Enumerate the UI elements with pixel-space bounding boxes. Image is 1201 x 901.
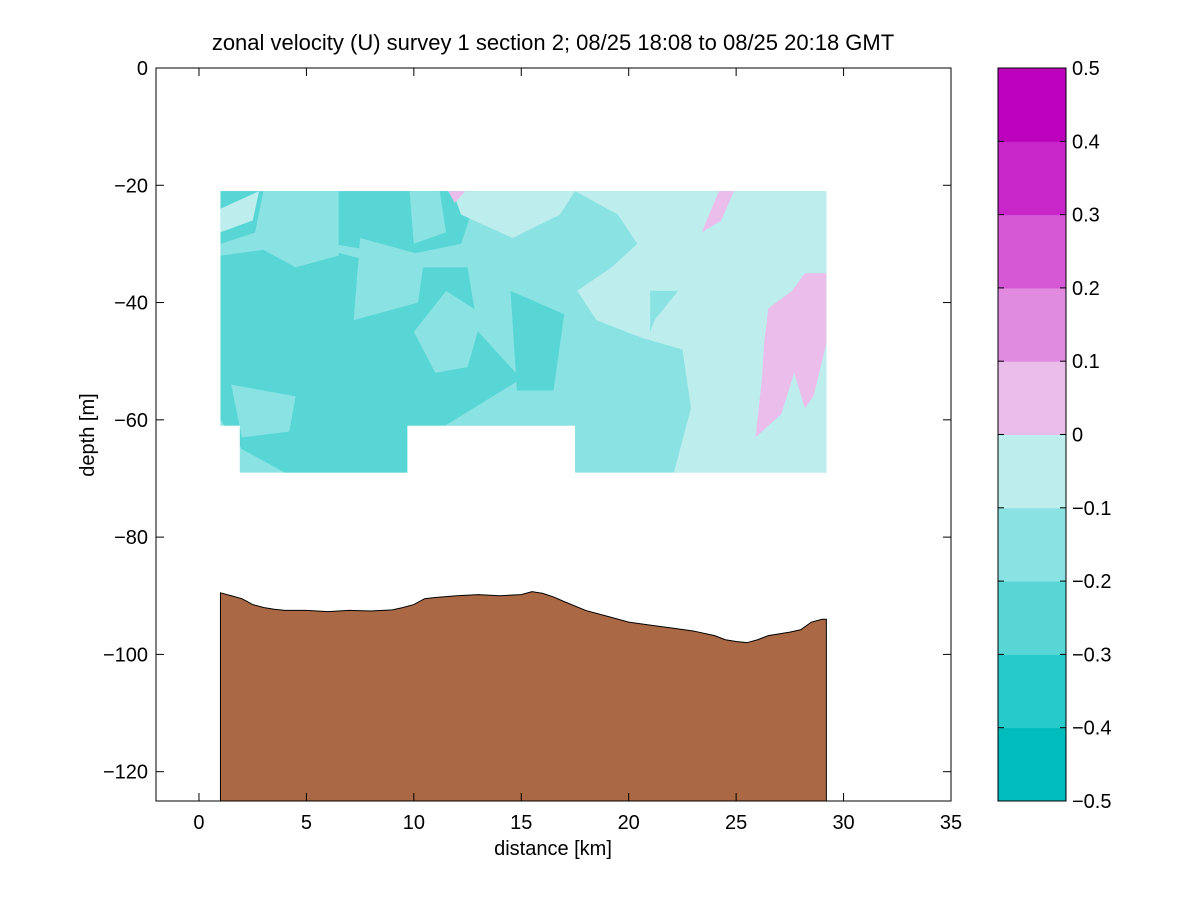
colorbar-band [998,581,1066,655]
plot-frame [155,67,952,802]
contour-patch [701,191,734,233]
x-tick-label: 15 [510,812,532,834]
plot-area: 0 5 10 15 20 25 30 35 0 −20 −40 −60 −80 −100 −120 [103,58,962,834]
x-axis-label: distance [km] [494,838,612,860]
no-data-gap [407,425,575,474]
contour-patch [755,273,827,438]
colorbar-bands [998,68,1066,802]
colorbar-band [998,287,1066,362]
colorbar-tick-label: 0.1 [1072,351,1100,373]
colorbar-band [998,507,1066,582]
contour-patch [409,191,447,244]
y-tick-label: −20 [114,175,148,197]
colorbar-band [998,654,1066,729]
y-tick-label: −100 [103,644,148,666]
y-tick-label: 0 [137,58,148,80]
y-tick-label: −80 [114,527,148,549]
colorbar-band [998,434,1066,509]
colorbar-tick-label: 0.4 [1072,131,1100,153]
contour-patch [252,191,339,268]
colorbar-tick-label: −0.2 [1072,571,1111,593]
x-tick-label: 25 [725,812,747,834]
bathymetry-layer [219,591,827,802]
x-tick-label: 10 [403,812,425,834]
colorbar-band [998,361,1066,435]
colorbar-band [998,214,1066,289]
y-axis-ticks: 0 −20 −40 −60 −80 −100 −120 [103,58,951,784]
contour-patch [650,290,679,332]
contour-patch [353,238,425,321]
contour-patch [413,290,483,373]
colorbar-tick-label: −0.3 [1072,644,1111,666]
chart-title: zonal velocity (U) survey 1 section 2; 0… [212,30,894,55]
colorbar-band [998,68,1066,142]
contour-patch [448,191,466,203]
x-axis-ticks: 0 5 10 15 20 25 30 35 [193,68,962,834]
colorbar-tick-label: 0.5 [1072,58,1100,80]
colorbar-ticks: 0.5 0.4 0.3 0.2 0.1 0 −0.1 −0.2 −0.3 −0.4 −0.5 [998,58,1111,813]
y-tick-label: −60 [114,410,148,432]
seafloor [219,591,827,802]
x-tick-label: 35 [940,812,962,834]
y-axis-label: depth [m] [77,393,99,476]
contour-patch [231,384,296,438]
contour-patch [220,191,260,233]
colorbar-tick-label: −0.1 [1072,498,1111,520]
contour-patch [510,290,565,391]
x-tick-label: 20 [618,812,640,834]
colorbar-tick-label: 0.3 [1072,205,1100,227]
x-tick-label: 30 [832,812,854,834]
no-data-gap [220,425,240,474]
colorbar: 0.5 0.4 0.3 0.2 0.1 0 −0.1 −0.2 −0.3 −0.4 −0.5 [997,58,1111,813]
x-tick-label: 5 [301,812,312,834]
y-tick-label: −40 [114,293,148,315]
velocity-contour-field [220,191,827,474]
colorbar-tick-label: 0.2 [1072,278,1100,300]
colorbar-tick-label: −0.4 [1072,718,1111,740]
colorbar-tick-label: −0.5 [1072,791,1111,813]
colorbar-band [998,727,1066,802]
x-tick-label: 0 [193,812,204,834]
colorbar-band [998,141,1066,216]
colorbar-tick-label: 0 [1072,425,1083,447]
contour-patch [452,191,575,239]
y-tick-label: −120 [103,762,148,784]
